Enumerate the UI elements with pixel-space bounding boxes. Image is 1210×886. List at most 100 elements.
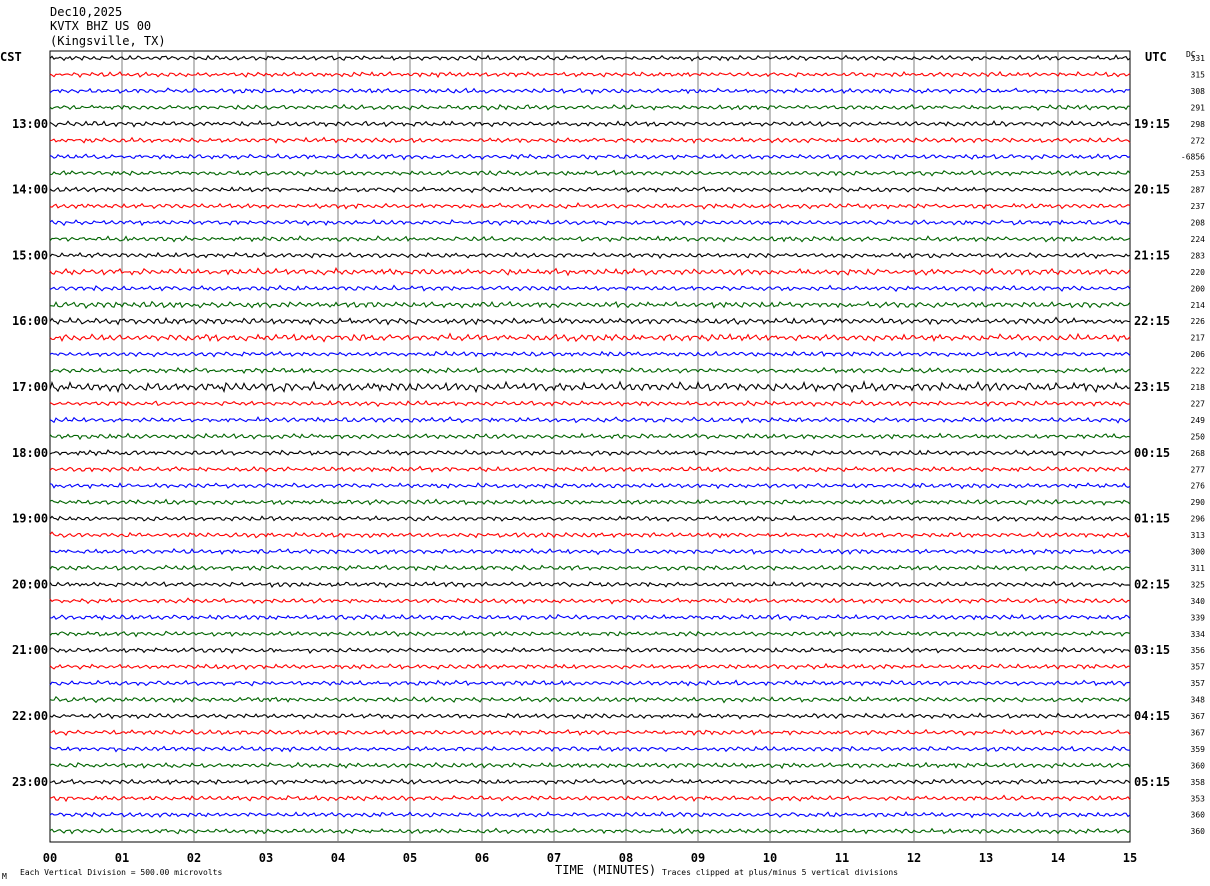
left-hour-label: 15:00 [12,248,48,262]
seismic-trace [49,366,1131,375]
dc-offset-label: 222 [1191,367,1206,376]
x-tick-label: 11 [835,851,849,865]
seismic-trace [49,218,1131,227]
seismic-trace [49,284,1131,292]
left-hour-labels: 13:00 14:00 15:00 16:00 17:00 18:00 19:00 20:00… [12,117,48,789]
dc-offset-label: 249 [1191,416,1206,425]
seismic-trace [49,70,1131,79]
left-hour-label: 22:00 [12,709,48,723]
seismic-trace [49,449,1131,457]
seismic-trace [49,514,1131,522]
right-hour-label: 05:15 [1134,775,1170,789]
dc-offset-label: 325 [1191,580,1206,589]
dc-offset-label: 308 [1191,87,1206,96]
right-hour-label: 02:15 [1134,577,1170,591]
scale-note: Each Vertical Division = 500.00 microvol… [20,868,222,877]
seismic-trace [49,87,1131,95]
dc-offset-label: 237 [1191,202,1206,211]
dc-offset-label: 218 [1191,383,1206,392]
x-tick-label: 15 [1123,851,1137,865]
seismic-trace [49,745,1131,753]
dc-offset-label: 357 [1191,679,1206,688]
dc-header-label: DC [1186,50,1196,59]
dc-offset-label: 348 [1191,696,1206,705]
x-tick-label: 09 [691,851,705,865]
right-hour-label: 21:15 [1134,248,1170,262]
header-station: KVTX BHZ US 00 [50,19,151,33]
seismic-trace [49,794,1131,803]
x-tick-label: 12 [907,851,921,865]
seismic-trace [49,712,1131,720]
dc-offset-label: 296 [1191,515,1206,524]
x-tick-label: 05 [403,851,417,865]
seismic-trace [49,300,1131,309]
seismic-trace [49,202,1131,210]
x-tick-label: 03 [259,851,273,865]
plot-frame [49,50,1131,843]
dc-offset-label: 359 [1191,745,1206,754]
x-tick-label: 08 [619,851,633,865]
right-hour-label: 19:15 [1134,117,1170,131]
right-hour-label: 00:15 [1134,446,1170,460]
right-timezone-label: UTC [1145,50,1167,64]
seismic-trace [49,728,1131,736]
dc-offset-label: 339 [1191,613,1206,622]
dc-offset-label: 253 [1191,169,1206,178]
dc-offset-label: 300 [1191,548,1206,557]
seismic-trace [49,778,1131,786]
left-hour-label: 23:00 [12,775,48,789]
dc-offset-label: 277 [1191,465,1206,474]
x-tick-label: 07 [547,851,561,865]
right-hour-label: 22:15 [1134,314,1170,328]
left-hour-label: 13:00 [12,117,48,131]
seismic-trace [49,613,1131,622]
seismic-trace [49,580,1131,589]
seismic-trace [49,564,1131,572]
seismic-trace [49,169,1131,177]
seismic-trace [49,498,1131,506]
dc-offset-label: 334 [1191,630,1206,639]
dc-offset-label: 358 [1191,778,1206,787]
x-tick-label: 04 [331,851,345,865]
seismic-trace [49,811,1131,819]
right-hour-label: 04:15 [1134,709,1170,723]
header-location: (Kingsville, TX) [50,34,166,48]
seismic-trace [49,332,1131,343]
seismic-trace [49,597,1131,605]
seismic-trace [49,399,1131,408]
seismic-trace [49,531,1131,539]
header-date: Dec10,2025 [50,5,122,19]
seismic-trace [49,416,1131,424]
clip-note: Traces clipped at plus/minus 5 vertical … [662,868,898,877]
x-tick-label: 00 [43,851,57,865]
seismic-trace [49,547,1131,556]
dc-offset-label: 224 [1191,235,1206,244]
seismic-trace [49,153,1131,161]
dc-offset-label: 360 [1191,761,1206,770]
dc-offset-label: 250 [1191,432,1206,441]
dc-offset-label: 356 [1191,646,1206,655]
seismic-trace [49,465,1131,473]
dc-offset-label: 276 [1191,482,1206,491]
x-tick-label: 02 [187,851,201,865]
minute-gridlines [121,51,1059,842]
dc-offset-label: 367 [1191,712,1206,721]
dc-offset-label: 206 [1191,350,1206,359]
right-hour-label: 01:15 [1134,512,1170,526]
dc-offset-label: 290 [1191,498,1206,507]
seismic-trace [49,646,1131,655]
seismic-trace [49,662,1131,671]
dc-offset-label: 313 [1191,531,1206,540]
seismic-trace [49,316,1131,326]
seismic-trace [49,695,1131,704]
right-hour-label: 23:15 [1134,380,1170,394]
seismic-trace [49,679,1131,687]
dc-offset-label: 298 [1191,120,1206,129]
dc-offset-label: 357 [1191,663,1206,672]
dc-offset-label: 331 [1191,54,1206,63]
dc-offset-label: -6856 [1181,153,1205,162]
left-hour-label: 20:00 [12,577,48,591]
dc-offset-label: 208 [1191,219,1206,228]
seismic-trace [49,432,1131,441]
left-hour-label: 14:00 [12,183,48,197]
